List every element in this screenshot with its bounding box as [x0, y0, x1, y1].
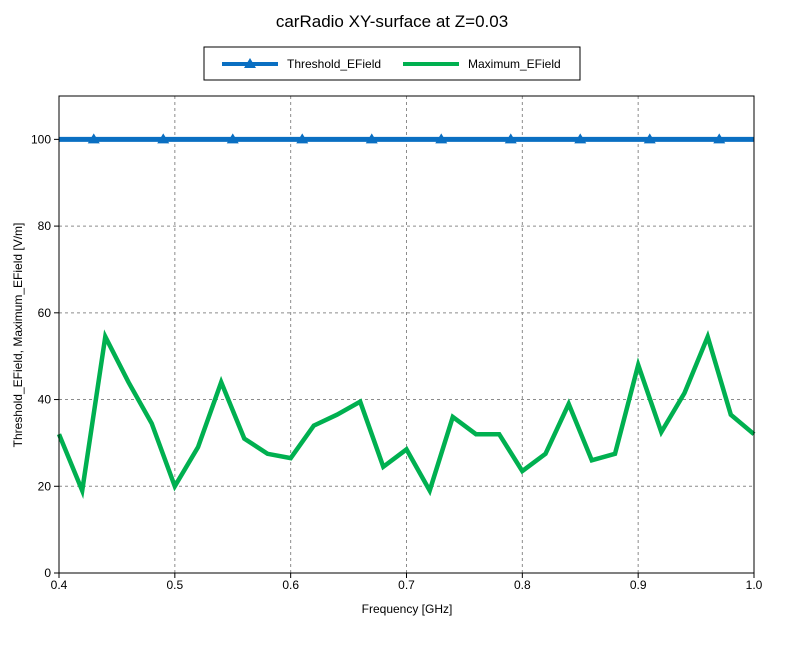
series-marker-threshold-efield	[574, 133, 587, 144]
y-tick-label: 60	[38, 306, 52, 320]
series-marker-threshold-efield	[713, 133, 726, 144]
grid	[59, 96, 754, 573]
y-tick-label: 100	[31, 132, 51, 146]
legend: Threshold_EField Maximum_EField	[203, 46, 581, 81]
x-tick-label: 0.4	[51, 578, 68, 592]
chart-title: carRadio XY-surface at Z=0.03	[276, 12, 508, 31]
x-tick-label: 0.8	[514, 578, 531, 592]
series-marker-threshold-efield	[87, 133, 100, 144]
x-tick-label: 0.5	[166, 578, 183, 592]
x-axis-label: Frequency [GHz]	[362, 602, 453, 616]
legend-marker-threshold-efield	[244, 58, 256, 68]
legend-label-maximum-efield: Maximum_EField	[468, 57, 561, 71]
series-marker-threshold-efield	[365, 133, 378, 144]
series-marker-threshold-efield	[504, 133, 517, 144]
x-tick-label: 0.7	[398, 578, 415, 592]
x-tick-label: 0.6	[282, 578, 299, 592]
y-tick-label: 20	[38, 479, 52, 493]
series-line-maximum-efield	[56, 329, 756, 499]
plot-frame	[58, 95, 755, 574]
series-marker-threshold-efield	[643, 133, 656, 144]
legend-label-threshold-efield: Threshold_EField	[287, 57, 381, 71]
x-tick-label: 1.0	[746, 578, 763, 592]
y-tick-label: 40	[38, 393, 52, 407]
series-layer	[56, 133, 756, 499]
y-tick-label: 0	[44, 566, 51, 580]
series-marker-threshold-efield	[226, 133, 239, 144]
series-marker-threshold-efield	[157, 133, 170, 144]
x-tick-label: 0.9	[630, 578, 647, 592]
y-axis-label: Threshold_EField, Maximum_EField [V/m]	[11, 223, 25, 448]
series-marker-threshold-efield	[435, 133, 448, 144]
y-tick-label: 80	[38, 219, 52, 233]
series-marker-threshold-efield	[296, 133, 309, 144]
ticks: 0.4 0.5 0.6 0.7 0.8 0.9 1.0 0 20 40 60 80 100	[31, 132, 763, 592]
